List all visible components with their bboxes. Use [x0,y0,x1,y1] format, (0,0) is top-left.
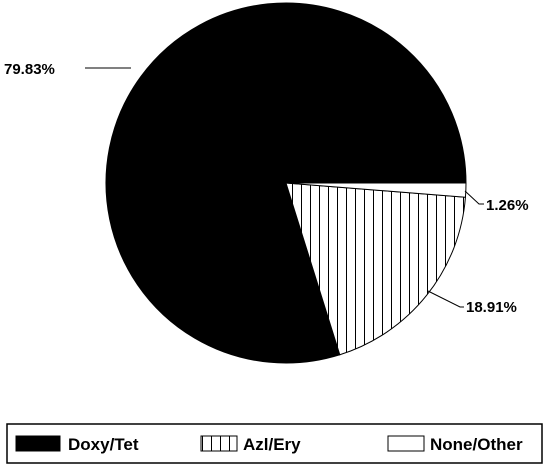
leader-line-azl-ery [427,290,464,308]
pie-slice-azl-ery [285,182,466,356]
legend-swatch-doxy-tet [15,435,61,452]
legend-swatch-azl-ery [200,435,238,452]
slice-label-doxy-tet: 79.83% [4,61,55,78]
legend-label-azl-ery: Azl/Ery [243,435,301,454]
slice-label-none-other: 1.26% [486,197,529,214]
legend-frame [6,423,543,464]
legend-label-none-other: None/Other [430,435,523,454]
pie-slice-doxy-tet [105,2,467,364]
leader-line-none-other [464,190,484,205]
pie-slice-none-other [285,182,467,198]
legend-label-doxy-tet: Doxy/Tet [68,435,139,454]
pie-slices [105,2,467,364]
label-leaders [85,67,484,308]
legend-swatch-none-other [387,435,425,452]
slice-label-azl-ery: 18.91% [466,299,517,316]
slice-labels: 79.83% 1.26% 18.91% [4,61,529,316]
legend: Doxy/Tet Azl/Ery None/Other [6,423,543,464]
